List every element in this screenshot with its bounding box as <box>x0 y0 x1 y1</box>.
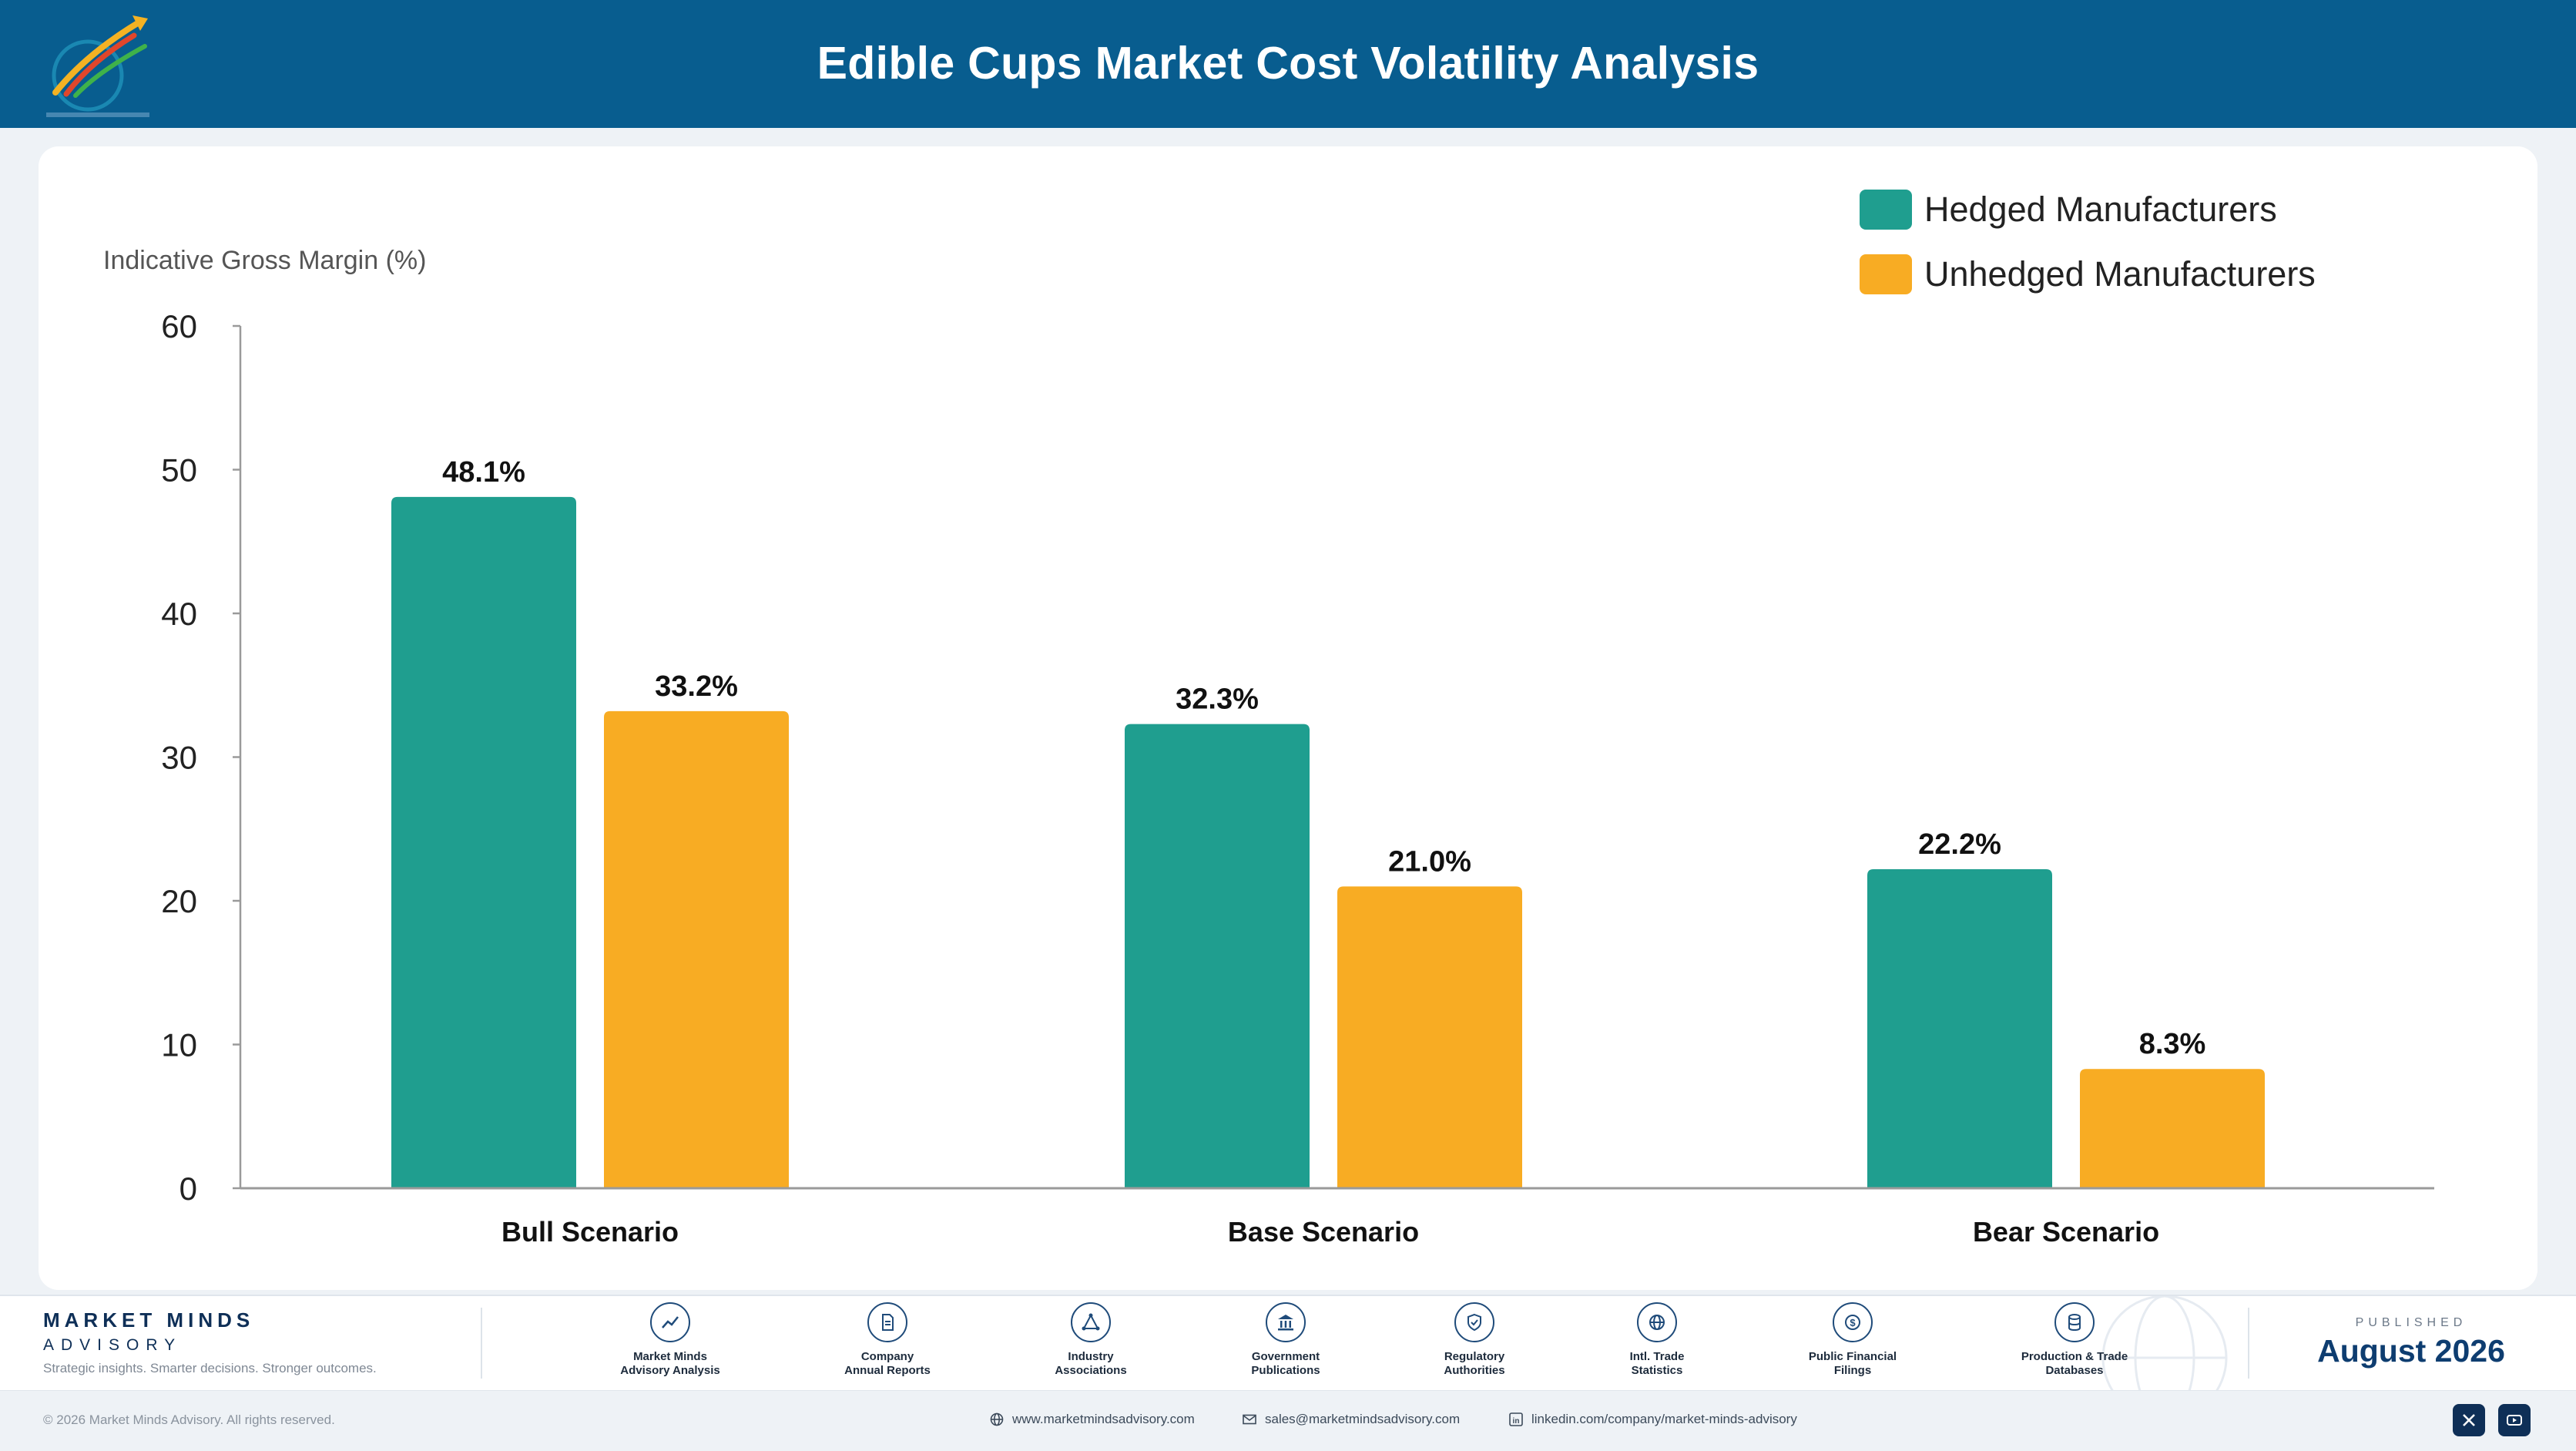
dollar-coin-icon: $ <box>1833 1302 1873 1342</box>
bar-value-label: 22.2% <box>1918 828 2001 861</box>
bar <box>1125 724 1310 1188</box>
source-item: Production & Trade Databases <box>1994 1302 2155 1378</box>
source-label: Intl. Trade Statistics <box>1629 1350 1685 1377</box>
x-social-button[interactable] <box>2453 1404 2485 1436</box>
database-icon <box>2054 1302 2095 1342</box>
source-label: Company Annual Reports <box>844 1350 931 1377</box>
shield-check-icon <box>1454 1302 1494 1342</box>
linkedin-text: linkedin.com/company/market-minds-adviso… <box>1531 1412 1797 1426</box>
linkedin-link[interactable]: in linkedin.com/company/market-minds-adv… <box>1508 1412 1797 1427</box>
source-label: Market Minds Advisory Analysis <box>620 1350 720 1377</box>
youtube-social-button[interactable] <box>2498 1404 2531 1436</box>
legend-label: Hedged Manufacturers <box>1924 190 2277 229</box>
brand-name: MARKET MINDS <box>43 1308 255 1332</box>
network-icon <box>1071 1302 1111 1342</box>
brand-subtitle: ADVISORY <box>43 1336 183 1354</box>
bar <box>391 496 576 1188</box>
header-bar <box>0 0 2576 128</box>
government-building-icon <box>1266 1302 1306 1342</box>
bar-chart: Hedged Manufacturers Unhedged Manufacture… <box>103 190 2434 1248</box>
source-item: Company Annual Reports <box>807 1302 968 1378</box>
x-tick-label: Bull Scenario <box>501 1216 679 1248</box>
y-tick-label: 10 <box>161 1027 197 1063</box>
source-label: Regulatory Authorities <box>1444 1350 1505 1377</box>
legend-swatch <box>1860 254 1912 294</box>
company-logo <box>46 15 149 117</box>
y-tick-label: 20 <box>161 883 197 919</box>
website-text: www.marketmindsadvisory.com <box>1012 1412 1195 1426</box>
source-label: Production & Trade Databases <box>2021 1350 2128 1377</box>
email-link[interactable]: sales@marketmindsadvisory.com <box>1242 1412 1460 1427</box>
copyright-text: © 2026 Market Minds Advisory. All rights… <box>43 1412 335 1427</box>
document-icon <box>867 1302 907 1342</box>
y-tick-label: 30 <box>161 740 197 776</box>
y-axis: 0 10 20 30 40 50 60 <box>161 308 242 1207</box>
y-tick-label: 50 <box>161 452 197 489</box>
bar-value-label: 8.3% <box>2139 1028 2206 1060</box>
y-tick-label: 40 <box>161 596 197 632</box>
bar-value-label: 21.0% <box>1388 845 1471 878</box>
source-item: Intl. Trade Statistics <box>1576 1302 1738 1378</box>
bars-group: 48.1% 33.2% 32.3% 21.0% 22.2% 8.3% <box>391 456 2265 1188</box>
email-text: sales@marketmindsadvisory.com <box>1265 1412 1461 1426</box>
source-item: Market Minds Advisory Analysis <box>589 1302 751 1378</box>
bar <box>1867 868 2052 1188</box>
y-tick-label: 0 <box>179 1171 197 1207</box>
source-item: Regulatory Authorities <box>1394 1302 1555 1378</box>
source-label: Industry Associations <box>1055 1350 1127 1377</box>
youtube-icon <box>2507 1415 2522 1426</box>
published-label: PUBLISHED <box>2355 1316 2467 1329</box>
legend-swatch <box>1860 190 1912 230</box>
y-axis-label: Indicative Gross Margin (%) <box>103 246 426 275</box>
bar <box>2080 1069 2265 1188</box>
source-item: Industry Associations <box>1010 1302 1172 1378</box>
x-tick-label: Base Scenario <box>1228 1216 1419 1248</box>
source-item: Government Publications <box>1205 1302 1367 1378</box>
source-item: $ Public Financial Filings <box>1772 1302 1934 1378</box>
linkedin-icon: in <box>1509 1412 1523 1426</box>
x-axis: Bull Scenario Base Scenario Bear Scenario <box>240 1187 2434 1248</box>
globe-watermark-icon <box>2101 1296 2228 1392</box>
globe-icon <box>1637 1302 1677 1342</box>
legend-label: Unhedged Manufacturers <box>1924 254 2316 294</box>
svg-text:$: $ <box>1850 1317 1856 1328</box>
x-logo-icon <box>2463 1414 2475 1426</box>
brand-tagline: Strategic insights. Smarter decisions. S… <box>43 1361 377 1375</box>
bar-value-label: 32.3% <box>1176 684 1259 716</box>
x-tick-label: Bear Scenario <box>1973 1216 2159 1248</box>
y-tick-label: 60 <box>161 308 197 344</box>
bar-value-label: 33.2% <box>655 670 738 703</box>
mail-icon <box>1243 1414 1256 1425</box>
source-label: Public Financial Filings <box>1808 1350 1897 1377</box>
globe-icon <box>990 1412 1004 1426</box>
source-label: Government Publications <box>1251 1350 1320 1377</box>
website-link[interactable]: www.marketmindsadvisory.com <box>989 1412 1195 1427</box>
chart-line-icon <box>650 1302 690 1342</box>
published-date: August 2026 <box>2317 1333 2505 1369</box>
footer-divider <box>481 1308 482 1379</box>
footer-bottom-bar <box>0 1390 2576 1451</box>
page-title: Edible Cups Market Cost Volatility Analy… <box>817 38 1759 89</box>
bar <box>1337 886 1522 1188</box>
bar-value-label: 48.1% <box>442 456 525 489</box>
footer-divider <box>2248 1308 2249 1379</box>
svg-text:in: in <box>1513 1417 1520 1426</box>
bar <box>604 710 789 1188</box>
chart-legend: Hedged Manufacturers Unhedged Manufacture… <box>1860 190 2316 294</box>
